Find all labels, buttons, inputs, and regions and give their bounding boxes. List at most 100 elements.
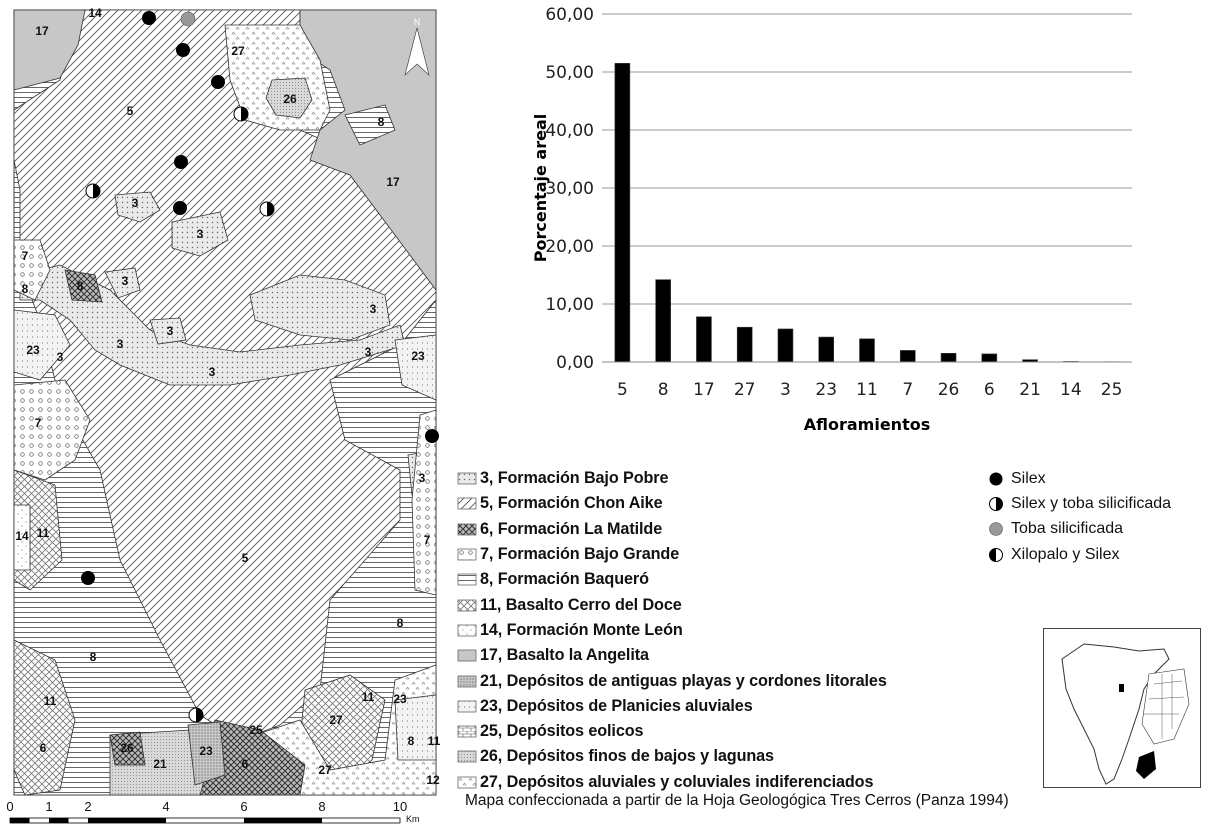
legend-item: 27, Depósitos aluviales y coluviales ind… — [457, 770, 887, 795]
map-unit-26-top — [265, 77, 313, 119]
map-unit-label: 23 — [199, 744, 213, 758]
map-unit-label: 25 — [249, 723, 263, 737]
silex-toba-symbol-icon — [93, 184, 100, 198]
chart-bar — [614, 62, 631, 363]
chart-x-tick-label: 8 — [658, 380, 669, 400]
gray-circle-icon — [989, 522, 1003, 537]
map-unit-label: 6 — [40, 741, 47, 755]
legend-item: 3, Formación Bajo Pobre — [457, 466, 887, 491]
chart-x-tick-label: 3 — [780, 380, 791, 400]
map-unit-3-patch-a — [114, 191, 161, 223]
legend-label: 6, Formación La Matilde — [480, 519, 663, 538]
legend-label: 26, Depósitos finos de bajos y lagunas — [480, 747, 774, 766]
legend-label: 5, Formación Chon Aike — [480, 494, 663, 513]
chart-x-axis-label: Afloramientos — [804, 415, 930, 434]
map-unit-label: 3 — [365, 345, 372, 359]
symbol-legend-label: Silex y toba silicificada — [1011, 494, 1172, 512]
scale-tick-label: 1 — [45, 799, 52, 814]
chart-bar — [736, 326, 753, 363]
map-unit-8-strip — [344, 104, 396, 146]
map-unit-23-left — [13, 309, 71, 381]
chart-bars — [614, 62, 1120, 363]
north-arrow-icon: N — [404, 17, 430, 76]
legend-label: 23, Depósitos de Planicies aluviales — [480, 696, 753, 715]
chart-y-tick-label: 0,00 — [556, 353, 594, 373]
map-unit-3-patch-c — [249, 274, 391, 341]
legend-item: 26, Depósitos finos de bajos y lagunas — [457, 744, 887, 769]
north-label: N — [414, 17, 421, 27]
map-unit-label: 3 — [197, 227, 204, 241]
map-unit-label: 3 — [132, 196, 139, 210]
silex-symbol-icon — [81, 571, 95, 585]
chart-x-tick-label: 5 — [617, 380, 628, 400]
map-unit-6-patch — [64, 269, 103, 303]
map-unit-11-leftlow — [13, 639, 76, 796]
legend-item: 5, Formación Chon Aike — [457, 491, 887, 516]
chart-x-tick-label: 26 — [938, 380, 960, 400]
legend-item: 17, Basalto la Angelita — [457, 643, 887, 668]
legend-item: 6, Formación La Matilde — [457, 517, 887, 542]
map-unit-label: 3 — [57, 350, 64, 364]
legend-label: 21, Depósitos de antiguas playas y cordo… — [480, 671, 887, 690]
chart-y-tick-label: 40,00 — [545, 121, 594, 141]
silex-symbol-icon — [142, 11, 156, 25]
legend-label: 27, Depósitos aluviales y coluviales ind… — [480, 772, 874, 791]
chart-x-tick-label: 25 — [1101, 380, 1123, 400]
symbol-legend-label: Silex — [1011, 469, 1046, 487]
map-caption: Mapa confeccionada a partir de la Hoja G… — [465, 792, 1009, 809]
legend-label: 11, Basalto Cerro del Doce — [480, 595, 682, 614]
legend-swatch — [457, 700, 477, 713]
map-legend: 3, Formación Bajo Pobre 5, Formación Chon… — [457, 466, 887, 795]
legend-swatch — [457, 548, 477, 561]
scale-bar — [9, 817, 401, 824]
chart-x-tick-label: 23 — [815, 380, 837, 400]
location-inset-map — [1043, 628, 1201, 788]
map-unit-21-bottom — [187, 721, 226, 786]
symbol-legend: Silex Silex y toba silicificada Toba silic… — [988, 466, 1171, 567]
symbol-legend-label: Xilopalo y Silex — [1011, 545, 1120, 563]
legend-item: 7, Formación Bajo Grande — [457, 542, 887, 567]
map-unit-label: 12 — [426, 773, 440, 787]
map-unit-labels: 14 17 27 26 5 8 17 3 3 7 8 8 3 3 3 3 3 3 23 3 23 7 3 7 14 11 5 8 8 11… — [15, 6, 440, 787]
chart-bar — [859, 338, 875, 363]
half-circle-icon — [989, 496, 1003, 511]
inset-buenos-aires — [1141, 668, 1190, 745]
legend-item: 21, Depósitos de antiguas playas y cordo… — [457, 668, 887, 693]
chart-bar — [981, 353, 998, 363]
toba-symbol-icon — [180, 11, 196, 27]
chart-bar — [777, 328, 794, 363]
scale-tick-label: 6 — [240, 799, 247, 814]
chart-y-axis-label: Porcentaje areal — [531, 114, 550, 263]
legend-label: 25, Depósitos eolicos — [480, 722, 644, 741]
silex-toba-symbol-icon — [267, 202, 274, 216]
map-unit-label: 11 — [44, 694, 57, 708]
legend-item: 11, Basalto Cerro del Doce — [457, 592, 887, 617]
inset-santa-cruz — [1136, 751, 1156, 779]
chart-x-tick-label: 27 — [734, 380, 756, 400]
legend-swatch — [457, 776, 477, 789]
map-unit-label: 8 — [378, 115, 385, 129]
silex-toba-symbol-icon — [196, 708, 203, 722]
chart-bar — [940, 352, 957, 363]
map-unit-label: 3 — [167, 324, 174, 338]
map-unit-17-topleft — [13, 9, 86, 91]
symbol-legend-item: Silex — [988, 466, 1171, 491]
map-unit-label: 23 — [26, 343, 40, 357]
inset-argentina-outline — [1061, 643, 1170, 785]
legend-swatch — [457, 725, 477, 738]
geologic-map: N 14 17 27 26 5 8 17 3 3 7 8 8 3 3 3 3 3 3 23 3 23 7 3 7 14 11 5 8 8… — [0, 0, 450, 827]
map-unit-label: 17 — [386, 175, 400, 189]
chart-y-tick-label: 20,00 — [545, 237, 594, 257]
symbol-legend-label: Toba silicificada — [1011, 520, 1124, 538]
map-unit-label: 27 — [318, 763, 332, 777]
legend-swatch — [457, 675, 477, 687]
symbol-legend-item: Xilopalo y Silex — [988, 542, 1171, 567]
scale-tick-label: 10 — [393, 799, 407, 814]
chart-gridlines — [602, 13, 1132, 363]
map-unit-label: 26 — [283, 92, 297, 106]
map-unit-label: 8 — [22, 282, 29, 296]
map-unit-3-patch-d — [104, 267, 141, 299]
legend-label: 17, Basalto la Angelita — [480, 646, 649, 665]
legend-swatch — [457, 498, 477, 510]
silex-symbol-icon — [173, 201, 187, 215]
